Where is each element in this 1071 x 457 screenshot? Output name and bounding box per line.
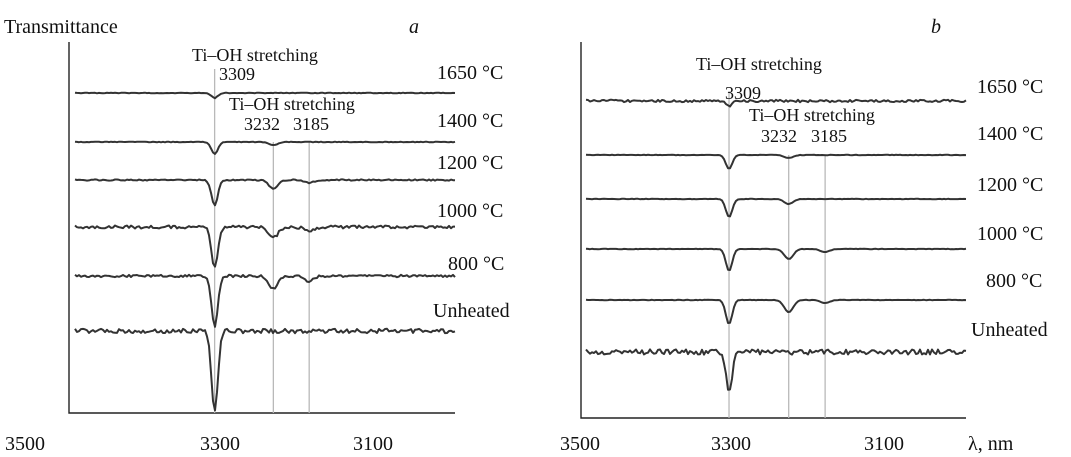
spectrum-line bbox=[74, 178, 456, 207]
series-label: 800 °C bbox=[986, 270, 1042, 292]
x-tick-label: 3100 bbox=[353, 433, 393, 455]
x-tick-label: 3300 bbox=[711, 433, 751, 455]
series-label: 800 °C bbox=[448, 253, 504, 275]
annotation-text: Ti–OH stretching bbox=[229, 94, 355, 114]
series-label: 1650 °C bbox=[437, 62, 503, 84]
panel-b-series-labels: 1650 °C 1400 °C 1200 °C 1000 °C 800 °C U… bbox=[971, 76, 1048, 341]
series-label: Unheated bbox=[971, 319, 1048, 341]
spectrum-line bbox=[74, 140, 456, 155]
series-label: 1200 °C bbox=[977, 174, 1043, 196]
panel-a-annotations: Ti–OH stretching 3309 Ti–OH stretching 3… bbox=[192, 45, 355, 134]
panel-a-x-ticks: 3500 3300 3100 bbox=[5, 433, 393, 455]
series-label: 1650 °C bbox=[977, 76, 1043, 98]
annotation-text: Ti–OH stretching bbox=[749, 105, 875, 125]
spectrum-line bbox=[585, 247, 967, 271]
x-tick-label: 3100 bbox=[864, 433, 904, 455]
panel-b-marks bbox=[585, 91, 967, 418]
spectrum-line bbox=[74, 91, 456, 100]
spectrum-line bbox=[585, 153, 967, 170]
x-tick-label: 3500 bbox=[560, 433, 600, 455]
panel-b: b 1650 °C 1400 °C 1200 °C 1000 °C 800 °C… bbox=[560, 16, 1048, 455]
annotation-text: Ti–OH stretching bbox=[696, 54, 822, 74]
series-label: Unheated bbox=[433, 300, 510, 322]
annotation-text: 3232 bbox=[244, 114, 280, 134]
spectrum-line bbox=[74, 327, 456, 412]
spectrum-line bbox=[585, 197, 967, 218]
panel-a-letter: a bbox=[409, 16, 419, 38]
series-label: 1200 °C bbox=[437, 152, 503, 174]
annotation-text: 3185 bbox=[811, 126, 847, 146]
panel-a-series-labels: 1650 °C 1400 °C 1200 °C 1000 °C 800 °C U… bbox=[433, 62, 510, 322]
series-label: 1000 °C bbox=[977, 223, 1043, 245]
series-label: 1000 °C bbox=[437, 200, 503, 222]
series-label: 1400 °C bbox=[437, 110, 503, 132]
panel-b-axes bbox=[580, 42, 966, 419]
panel-a-axes bbox=[68, 42, 455, 414]
annotation-text: 3309 bbox=[219, 64, 255, 84]
x-axis-unit: λ, nm bbox=[968, 433, 1014, 455]
panel-b-annotations: Ti–OH stretching 3309 Ti–OH stretching 3… bbox=[696, 54, 875, 146]
spectrum-line bbox=[585, 348, 967, 391]
annotation-text: 3185 bbox=[293, 114, 329, 134]
annotation-text: 3309 bbox=[725, 83, 761, 103]
spectrum-line bbox=[74, 273, 456, 328]
annotation-text: Ti–OH stretching bbox=[192, 45, 318, 65]
spectrum-line bbox=[74, 224, 455, 268]
x-tick-label: 3300 bbox=[200, 433, 240, 455]
series-label: 1400 °C bbox=[977, 123, 1043, 145]
spectrum-line bbox=[585, 298, 967, 324]
y-axis-label: Transmittance bbox=[4, 16, 118, 38]
x-tick-label: 3500 bbox=[5, 433, 45, 455]
spectrum-line bbox=[585, 98, 967, 108]
panel-b-letter: b bbox=[931, 16, 941, 38]
panel-a: a 1650 °C 1400 °C 1200 °C 1000 °C 800 °C… bbox=[5, 16, 510, 455]
panel-b-x-ticks: 3500 3300 3100 bbox=[560, 433, 904, 455]
annotation-text: 3232 bbox=[761, 126, 797, 146]
panel-a-marks bbox=[74, 69, 456, 413]
